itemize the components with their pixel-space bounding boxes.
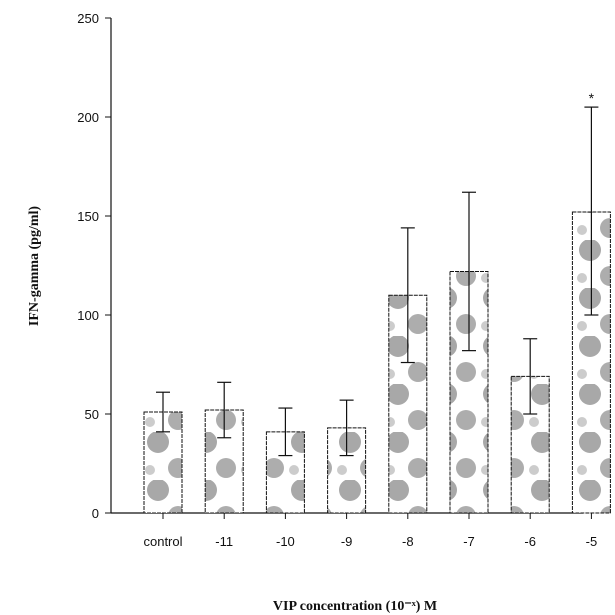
- x-ticks: control -11 -10 -9 -8 -7 -6 -5: [143, 513, 597, 549]
- annotations: *: [589, 90, 595, 106]
- x-axis-title: VIP concentration (10⁻ˣ) M: [273, 599, 437, 614]
- x-tick-label: -7: [463, 534, 475, 549]
- significance-marker: *: [589, 90, 595, 106]
- x-tick-label: -8: [402, 534, 414, 549]
- y-tick-label: 200: [77, 110, 99, 125]
- y-tick-label: 0: [92, 506, 99, 521]
- bars: [143, 211, 611, 514]
- error-bars: [156, 106, 599, 457]
- y-tick-label: 250: [77, 11, 99, 26]
- y-tick-label: 50: [85, 407, 99, 422]
- x-tick-label: -10: [276, 534, 295, 549]
- y-ticks: 0 50 100 150 200 250: [77, 11, 111, 521]
- x-tick-label: -9: [341, 534, 353, 549]
- x-tick-label: control: [143, 534, 182, 549]
- x-tick-label: -5: [586, 534, 598, 549]
- y-axis-title: IFN-gamma (pg/ml): [27, 206, 42, 326]
- x-tick-label: -6: [524, 534, 536, 549]
- x-tick-label: -11: [215, 534, 233, 549]
- y-tick-label: 100: [77, 308, 99, 323]
- y-tick-label: 150: [77, 209, 99, 224]
